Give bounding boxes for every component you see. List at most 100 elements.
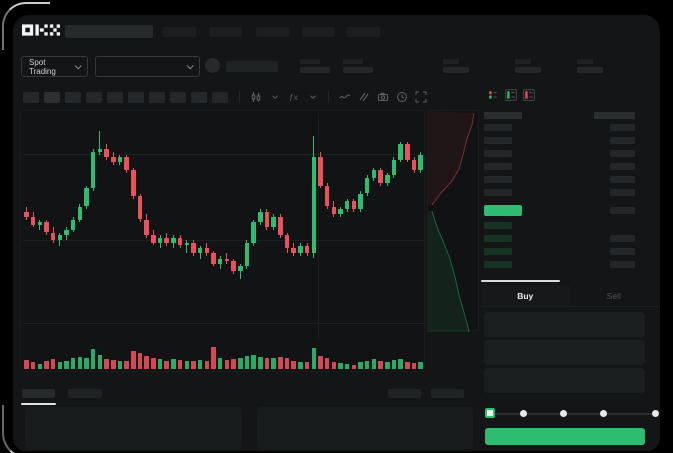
- volume-bar: [90, 348, 96, 369]
- order-book-scrollbar[interactable]: [481, 280, 560, 282]
- slider-stop[interactable]: [651, 410, 659, 417]
- ask-row[interactable]: [481, 150, 658, 163]
- bid-amount-placeholder: [610, 261, 635, 268]
- candle-body: [204, 248, 209, 254]
- candle-body: [278, 216, 283, 236]
- candle-body: [291, 248, 296, 254]
- book-bids-only-icon[interactable]: [505, 89, 517, 101]
- candlestick-chart[interactable]: [20, 110, 425, 372]
- candle-body: [231, 261, 236, 272]
- timeframe-button[interactable]: [128, 91, 144, 103]
- stat-label-placeholder: [577, 59, 593, 64]
- bid-price-placeholder: [484, 222, 512, 229]
- slider-stop[interactable]: [560, 410, 568, 417]
- stat-label-placeholder: [300, 59, 320, 64]
- slider-stop[interactable]: [519, 410, 527, 417]
- tab-buy[interactable]: Buy: [481, 285, 570, 306]
- candle-body: [364, 177, 370, 194]
- timeframe-button[interactable]: [44, 91, 60, 103]
- bottom-tab[interactable]: [68, 389, 102, 398]
- volume-bar: [84, 357, 89, 369]
- bottom-action-chip[interactable]: [431, 389, 464, 398]
- nav-item[interactable]: [209, 27, 242, 37]
- price-pane: [23, 113, 424, 339]
- bid-row[interactable]: [481, 261, 658, 274]
- ask-row[interactable]: [481, 137, 658, 150]
- volume-bar: [24, 359, 29, 369]
- amount-slider-track[interactable]: [490, 413, 655, 415]
- candle-body: [37, 222, 42, 225]
- stat-value-placeholder: [443, 67, 469, 73]
- book-combined-icon[interactable]: [487, 89, 499, 101]
- last-price-highlight[interactable]: [484, 205, 522, 216]
- volume-bar: [271, 357, 276, 369]
- ask-row[interactable]: [481, 124, 658, 137]
- amount-input[interactable]: [484, 340, 645, 365]
- timeframe-button[interactable]: [107, 91, 123, 103]
- bid-row[interactable]: [481, 248, 658, 261]
- volume-bar: [418, 361, 423, 369]
- nav-item[interactable]: [256, 27, 289, 37]
- candle-body: [84, 188, 89, 207]
- bid-row[interactable]: [481, 222, 658, 235]
- chevron-down-icon[interactable]: [306, 91, 319, 104]
- timeframe-button[interactable]: [191, 91, 207, 103]
- volume-bar: [264, 358, 270, 369]
- tab-sell[interactable]: Sell: [570, 285, 659, 306]
- timeframe-button[interactable]: [86, 91, 102, 103]
- bottom-action-chip[interactable]: [388, 389, 421, 398]
- compare-icon[interactable]: [357, 91, 370, 104]
- slider-stop[interactable]: [599, 410, 607, 417]
- ask-row[interactable]: [481, 163, 658, 176]
- stat-value-placeholder: [577, 67, 603, 73]
- history-clock-icon[interactable]: [395, 91, 408, 104]
- nav-item[interactable]: [347, 27, 380, 37]
- candle-body: [64, 229, 69, 236]
- slider-handle[interactable]: [485, 408, 495, 418]
- fullscreen-icon[interactable]: [414, 91, 427, 104]
- price-input[interactable]: [484, 312, 645, 337]
- candle-body: [318, 157, 323, 186]
- market-type-dropdown[interactable]: Spot Trading: [21, 56, 88, 77]
- depth-chart[interactable]: [427, 110, 479, 333]
- bid-amount-placeholder: [610, 248, 635, 255]
- volume-bar: [358, 361, 363, 369]
- volume-bar: [157, 359, 163, 369]
- candle-body: [171, 237, 176, 243]
- camera-icon[interactable]: [376, 91, 389, 104]
- nav-item[interactable]: [163, 27, 196, 37]
- bottom-tab-active[interactable]: [22, 389, 55, 398]
- timeframe-button[interactable]: [149, 91, 165, 103]
- candle-style-icon[interactable]: [249, 91, 262, 104]
- pair-selector-dropdown[interactable]: [95, 56, 200, 77]
- ask-row[interactable]: [481, 189, 658, 202]
- candle-body: [224, 258, 230, 262]
- candle-wick: [39, 219, 41, 230]
- volume-bar: [311, 347, 316, 369]
- line-style-icon[interactable]: [338, 91, 351, 104]
- chevron-down-icon[interactable]: [268, 91, 281, 104]
- volume-bar: [238, 357, 243, 369]
- timeframe-button[interactable]: [65, 91, 81, 103]
- candle-body: [284, 235, 290, 249]
- orders-panel: [25, 407, 242, 449]
- ask-amount-placeholder: [610, 124, 635, 131]
- ask-price-placeholder: [484, 163, 512, 170]
- bid-price-placeholder: [484, 248, 512, 255]
- candle-body: [184, 242, 189, 246]
- coin-avatar: [205, 58, 220, 73]
- bid-row[interactable]: [481, 235, 658, 248]
- stat-value-placeholder: [300, 67, 330, 73]
- indicators-fx-icon[interactable]: ƒx: [289, 92, 298, 102]
- timeframe-button[interactable]: [23, 91, 39, 103]
- buy-submit-button[interactable]: [485, 428, 645, 445]
- volume-bar: [184, 360, 189, 369]
- nav-item[interactable]: [302, 27, 335, 37]
- timeframe-button[interactable]: [212, 91, 228, 103]
- ask-price-placeholder: [484, 189, 512, 196]
- timeframe-button[interactable]: [170, 91, 186, 103]
- ask-row[interactable]: [481, 176, 658, 189]
- total-input[interactable]: [484, 368, 645, 393]
- book-asks-only-icon[interactable]: [523, 89, 535, 101]
